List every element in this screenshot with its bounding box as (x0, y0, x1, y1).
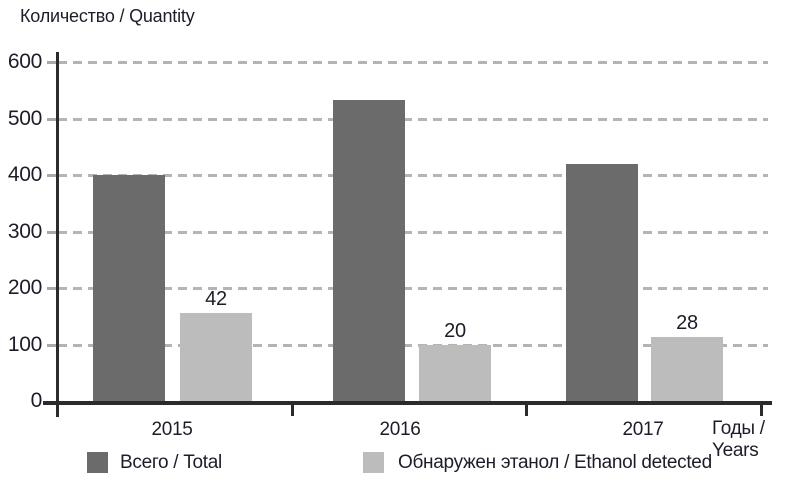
legend-label-ethanol: Обнаружен этанол / Ethanol detected (398, 452, 712, 473)
y-tick-label-100: 100 (7, 332, 42, 356)
y-tick-label-400: 400 (7, 163, 42, 186)
bar-total-2017 (566, 163, 638, 401)
legend-label-total: Всего / Total (120, 452, 222, 473)
y-tick-label-500: 500 (7, 106, 42, 130)
bar-total-2016 (333, 99, 405, 401)
legend-swatch-ethanol (363, 452, 384, 473)
y-tick-label-0: 0 (30, 389, 43, 412)
x-category-label-2015: 2015 (151, 419, 193, 440)
x-axis-title: Годы / Years (712, 418, 765, 462)
chart-title: Количество / Quantity (20, 6, 195, 26)
x-category-label-2016: 2016 (379, 419, 421, 440)
x-axis-tick-0 (291, 405, 294, 416)
x-axis-tick-1 (525, 405, 528, 416)
y-tick-label-300: 300 (7, 219, 42, 243)
y-tick-600 (47, 61, 56, 64)
bar-ethanol-2015 (180, 313, 252, 401)
x-axis-title-line1: Годы / (712, 418, 765, 439)
legend-swatch-total (87, 452, 108, 473)
data-label-ethanol-2016: 20 (444, 319, 466, 342)
x-axis-title-line2: Years (712, 440, 759, 461)
y-tick-100 (47, 343, 56, 347)
gridline-600 (58, 61, 768, 64)
y-tick-300 (47, 230, 56, 234)
bar-total-2015 (93, 175, 165, 401)
y-tick-500 (47, 117, 56, 121)
gridline-100 (58, 343, 768, 347)
data-label-ethanol-2015: 42 (205, 288, 227, 311)
x-category-label-2017: 2017 (622, 419, 664, 440)
gridline-400 (58, 174, 768, 177)
y-tick-label-600: 600 (7, 50, 42, 73)
y-axis-line (56, 52, 59, 417)
bar-ethanol-2016 (419, 344, 491, 401)
bar-ethanol-2017 (651, 336, 723, 401)
gridline-300 (58, 230, 768, 234)
y-tick-200 (47, 287, 56, 290)
gridline-200 (58, 287, 768, 290)
x-axis-tick-2 (760, 405, 763, 416)
x-axis-line (43, 401, 772, 405)
data-label-ethanol-2017: 28 (676, 311, 698, 334)
y-tick-400 (47, 174, 56, 177)
gridline-500 (58, 117, 768, 121)
y-tick-label-200: 200 (7, 276, 42, 299)
